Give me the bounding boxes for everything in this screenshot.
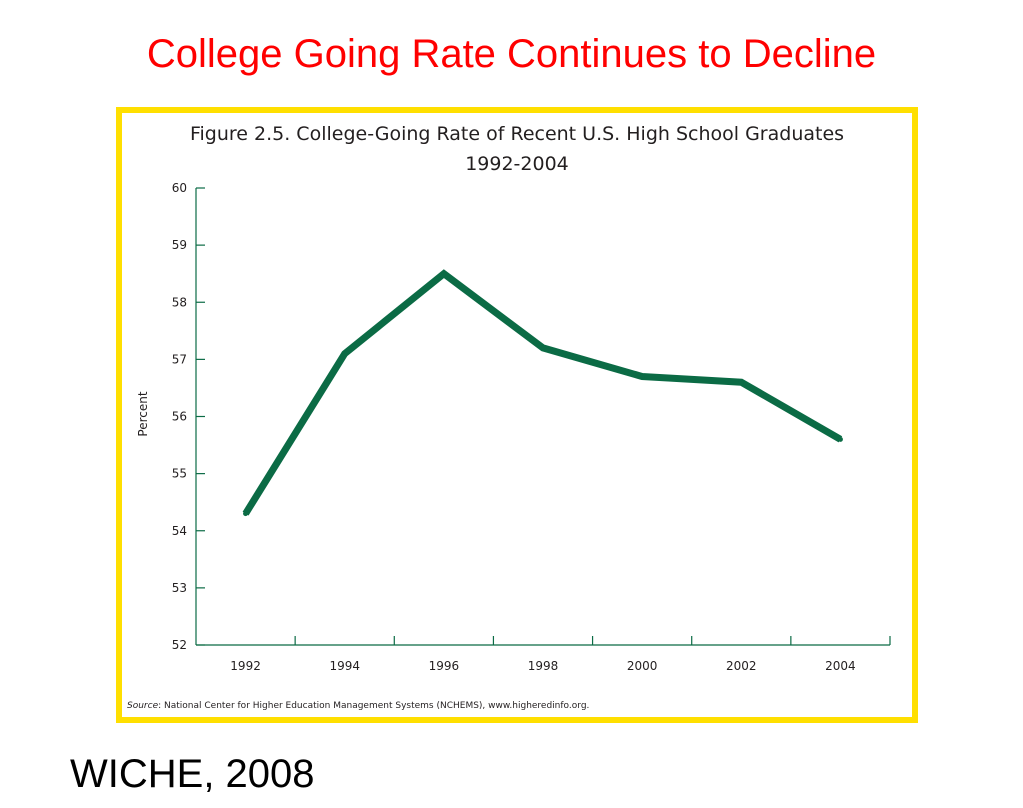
x-tick-label: 1992 [230, 659, 261, 673]
data-point [441, 271, 447, 277]
data-point [243, 511, 249, 517]
y-tick-label: 53 [172, 581, 187, 595]
y-tick-label: 59 [172, 238, 187, 252]
data-point [837, 436, 843, 442]
figure-title: Figure 2.5. College-Going Rate of Recent… [190, 123, 844, 145]
credit-text: WICHE, 2008 [70, 752, 315, 796]
figure-subtitle: 1992-2004 [465, 153, 569, 175]
y-tick-label: 55 [172, 467, 187, 481]
y-tick-label: 60 [172, 181, 187, 195]
series-line [242, 269, 843, 516]
x-tick-label: 2002 [726, 659, 757, 673]
data-point [639, 374, 645, 380]
y-tick-label: 52 [172, 638, 187, 652]
source-note: Source: National Center for Higher Educa… [127, 701, 589, 711]
x-tick-label: 2004 [825, 659, 856, 673]
x-tick-label: 1994 [329, 659, 360, 673]
data-point [540, 345, 546, 351]
y-axis-label: Percent [136, 391, 150, 436]
y-tick-label: 58 [172, 295, 187, 309]
y-tick-label: 56 [172, 410, 187, 424]
y-tick-label: 57 [172, 352, 187, 366]
x-tick-labels: 1992 1994 1996 1998 2000 2002 2004 [230, 659, 855, 673]
x-tick-label: 1996 [429, 659, 460, 673]
data-point [738, 379, 744, 385]
x-tick-label: 2000 [627, 659, 658, 673]
figure-frame [116, 107, 918, 723]
data-point [342, 351, 348, 357]
y-tick-labels: 52 53 54 55 56 57 58 59 60 [172, 181, 187, 652]
x-tick-label: 1998 [528, 659, 559, 673]
series-layer [242, 269, 843, 517]
slide-title: College Going Rate Continues to Decline [146, 32, 877, 76]
chart-axes [195, 187, 891, 646]
source-text: : National Center for Higher Education M… [158, 701, 589, 711]
source-label: Source [127, 701, 159, 711]
y-tick-label: 54 [172, 524, 187, 538]
